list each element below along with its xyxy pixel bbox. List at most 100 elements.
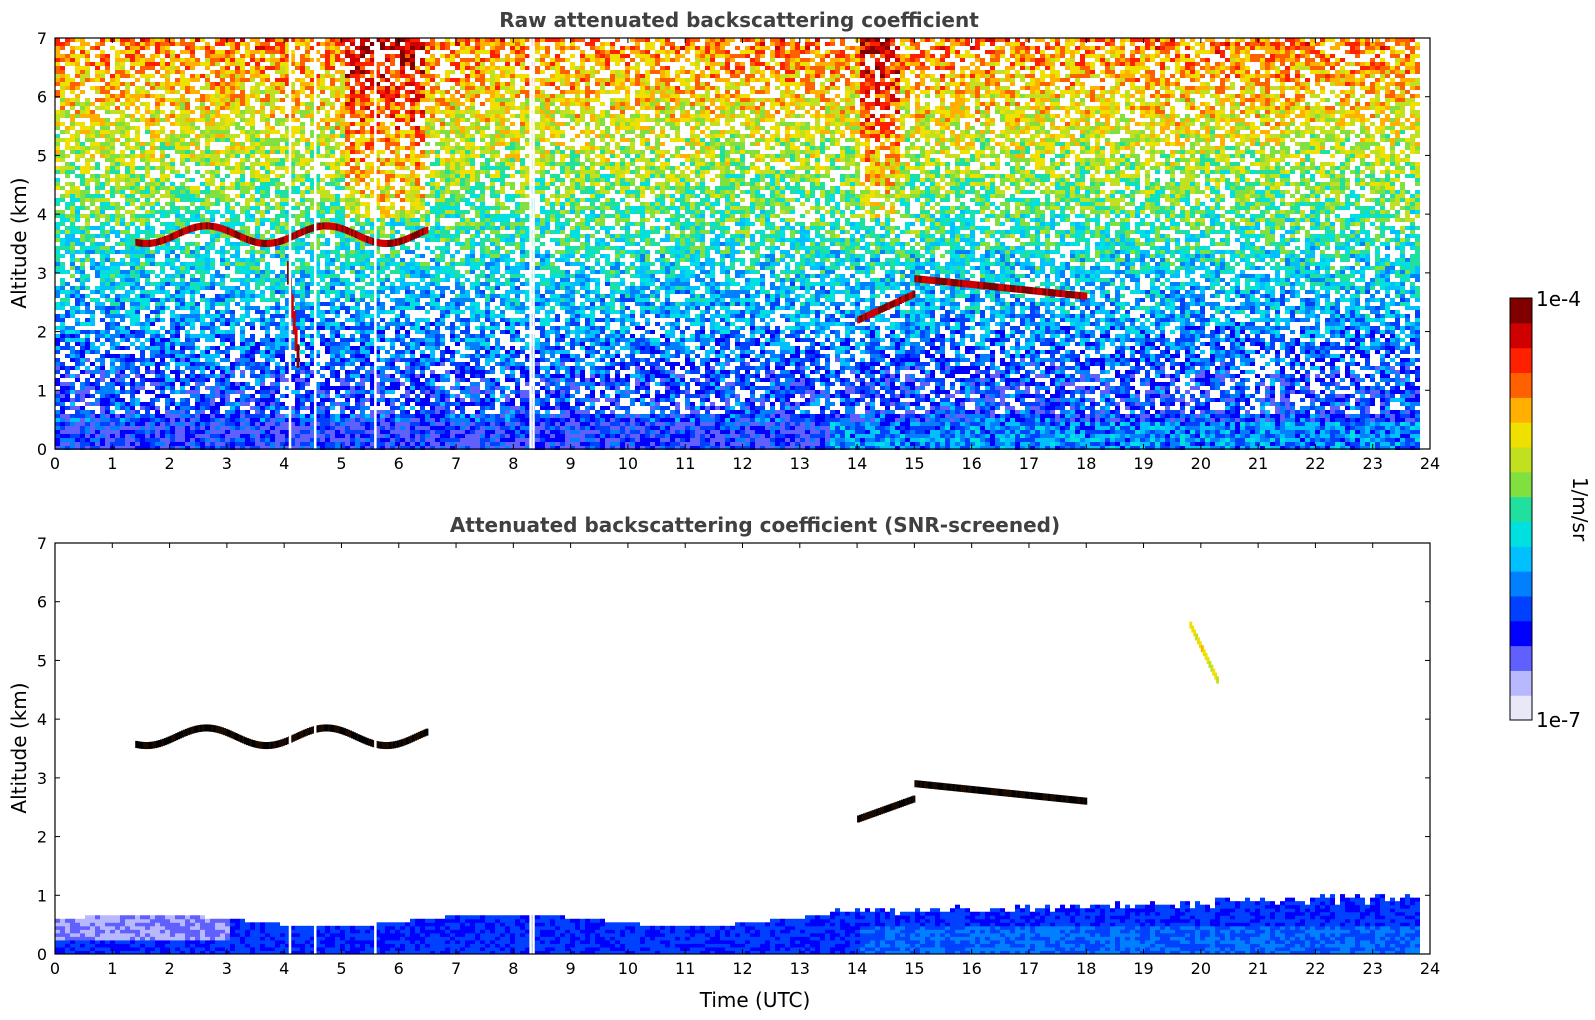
heatmap-cell — [575, 94, 580, 98]
heatmap-cell — [1065, 58, 1070, 62]
heatmap-cell — [665, 50, 670, 54]
heatmap-cell — [1045, 54, 1050, 58]
heatmap-cell — [1305, 66, 1310, 70]
heatmap-cell — [95, 86, 100, 90]
heatmap-cell — [1080, 58, 1085, 62]
heatmap-cell — [1310, 58, 1315, 62]
heatmap-cell — [780, 74, 785, 78]
heatmap-cell — [300, 86, 305, 90]
heatmap-cell — [275, 78, 280, 82]
heatmap-cell — [440, 46, 445, 50]
heatmap-cell — [475, 46, 480, 50]
heatmap-cell — [395, 46, 400, 50]
heatmap-cell — [645, 106, 650, 110]
heatmap-cell — [1350, 42, 1355, 46]
heatmap-cell — [730, 94, 735, 98]
heatmap-cell — [740, 54, 745, 58]
heatmap-cell — [335, 58, 340, 62]
heatmap-cell — [410, 78, 415, 82]
heatmap-cell — [765, 62, 770, 66]
heatmap-cell — [1295, 62, 1300, 66]
heatmap-cell — [305, 54, 310, 58]
heatmap-cell — [1125, 70, 1130, 74]
heatmap-cell — [255, 62, 260, 66]
heatmap-cell — [715, 54, 720, 58]
heatmap-cell — [720, 94, 725, 98]
heatmap-cell — [800, 102, 805, 106]
heatmap-cell — [480, 82, 485, 86]
heatmap-cell — [515, 58, 520, 62]
heatmap-cell — [205, 54, 210, 58]
heatmap-cell — [1075, 94, 1080, 98]
heatmap-cell — [1345, 82, 1350, 86]
heatmap-cell — [845, 66, 850, 70]
heatmap-cell — [845, 102, 850, 106]
heatmap-cell — [515, 90, 520, 94]
heatmap-cell — [910, 58, 915, 62]
heatmap-cell — [1385, 90, 1390, 94]
heatmap-cell — [1020, 46, 1025, 50]
heatmap-cell — [1185, 42, 1190, 46]
heatmap-cell — [660, 70, 665, 74]
heatmap-cell — [425, 74, 430, 78]
heatmap-cell — [490, 46, 495, 50]
heatmap-cell — [805, 98, 810, 102]
heatmap-cell — [1030, 54, 1035, 58]
heatmap-cell — [865, 106, 870, 110]
heatmap-cell — [505, 70, 510, 74]
heatmap-cell — [805, 70, 810, 74]
heatmap-cell — [510, 70, 515, 74]
heatmap-cell — [335, 78, 340, 82]
heatmap-cell — [505, 58, 510, 62]
heatmap-cell — [625, 62, 630, 66]
heatmap-cell — [455, 78, 460, 82]
heatmap-cell — [340, 90, 345, 94]
heatmap-cell — [890, 70, 895, 74]
heatmap-cell — [975, 74, 980, 78]
heatmap-cell — [1320, 98, 1325, 102]
heatmap-cell — [925, 86, 930, 90]
heatmap-cell — [1335, 62, 1340, 66]
heatmap-cell — [185, 50, 190, 54]
heatmap-cell — [825, 42, 830, 46]
heatmap-cell — [1410, 78, 1415, 82]
heatmap-cell — [1390, 54, 1395, 58]
heatmap-cell — [75, 46, 80, 50]
heatmap-cell — [520, 78, 525, 82]
heatmap-cell — [685, 46, 690, 50]
heatmap-cell — [840, 98, 845, 102]
heatmap-cell — [1385, 86, 1390, 90]
heatmap-cell — [1245, 82, 1250, 86]
heatmap-cell — [980, 82, 985, 86]
heatmap-cell — [410, 98, 415, 102]
heatmap-cell — [165, 86, 170, 90]
heatmap-cell — [1265, 98, 1270, 102]
heatmap-cell — [1205, 62, 1210, 66]
heatmap-cell — [270, 106, 275, 110]
heatmap-cell — [1040, 90, 1045, 94]
heatmap-cell — [845, 46, 850, 50]
heatmap-cell — [1000, 90, 1005, 94]
heatmap-cell — [625, 102, 630, 106]
heatmap-cell — [855, 50, 860, 54]
heatmap-cell — [1020, 78, 1025, 82]
heatmap-cell — [855, 82, 860, 86]
heatmap-cell — [625, 74, 630, 78]
heatmap-cell — [945, 86, 950, 90]
heatmap-cell — [1035, 94, 1040, 98]
heatmap-cell — [645, 94, 650, 98]
heatmap-cell — [1035, 98, 1040, 102]
heatmap-cell — [155, 50, 160, 54]
heatmap-cell — [870, 102, 875, 106]
heatmap-cell — [280, 62, 285, 66]
heatmap-cell — [1180, 94, 1185, 98]
heatmap-cell — [1400, 74, 1405, 78]
heatmap-cell — [455, 66, 460, 70]
heatmap-cell — [475, 90, 480, 94]
heatmap-cell — [565, 98, 570, 102]
heatmap-cell — [805, 74, 810, 78]
heatmap-cell — [915, 46, 920, 50]
heatmap-cell — [1055, 102, 1060, 106]
heatmap-cell — [680, 54, 685, 58]
heatmap-cell — [1290, 54, 1295, 58]
